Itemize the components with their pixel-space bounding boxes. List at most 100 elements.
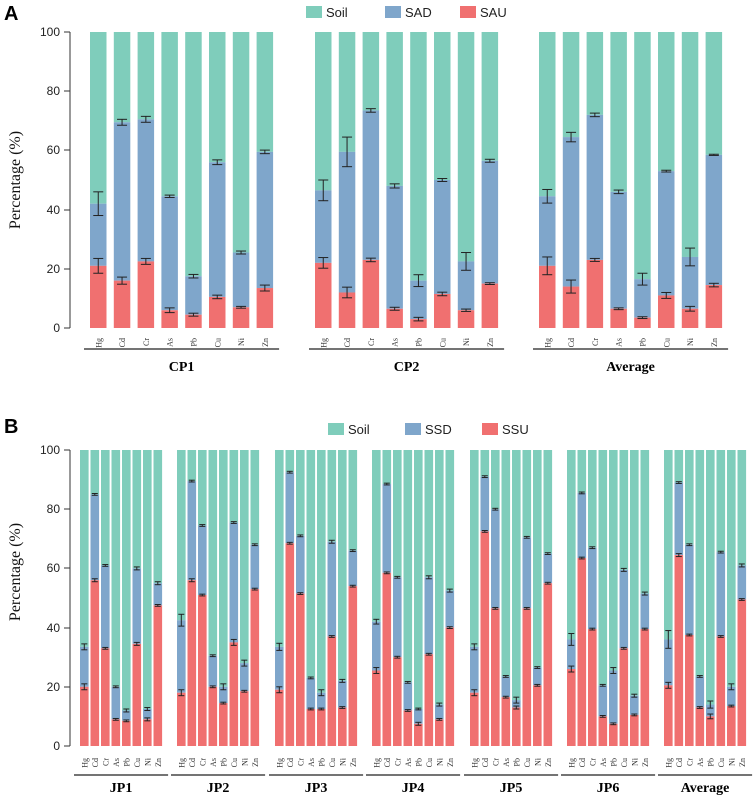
xtick-label: Zn [738, 758, 747, 767]
bar-u-cp2-cu [434, 293, 451, 328]
bar-dissolved-jp2-cd [187, 481, 197, 581]
bar-dissolved-cp1-cr [137, 119, 155, 262]
bar-soil-average-ni [681, 32, 699, 257]
bar-soil-average-cu [658, 32, 675, 172]
bar-dissolved-average-cr [586, 114, 604, 260]
group-label-jp3: JP3 [305, 781, 328, 796]
bar-soil-jp3-pb [317, 450, 326, 693]
bar-group-jp3: Hg Cd Cr As Pb Cu Ni Zn JP3 [269, 450, 364, 796]
xtick-label: As [502, 758, 511, 767]
xtick-label: Cu [438, 338, 447, 347]
bar-dissolved-jp1-pb [122, 710, 131, 721]
bar-soil-jp5-ni [533, 450, 542, 668]
ytick-label-a-60: 60 [47, 143, 61, 157]
bar-dissolved-jp1-cr [101, 565, 110, 649]
bar-soil-jp1-ni [143, 450, 152, 709]
bar-u-jp2-zn [250, 589, 260, 746]
bar-u-cp1-cu [209, 296, 226, 328]
bar-soil-jp6-hg [567, 450, 576, 640]
ytick-label-a-0: 0 [53, 321, 60, 335]
xtick-label: As [209, 758, 218, 767]
bar-dissolved-cp1-cu [209, 162, 226, 297]
ytick-label-b-20: 20 [47, 680, 61, 694]
bar-u-average-pb [706, 716, 715, 746]
bar-dissolved-cp2-cd [338, 151, 356, 293]
bar-dissolved-average-cu [716, 552, 726, 637]
bar-dissolved-average-zn [737, 565, 747, 600]
bar-group-jp5: Hg Cd Cr As Pb Cu Ni Zn JP5 [464, 450, 559, 796]
bar-soil-average-as [610, 32, 627, 192]
bar-u-jp6-ni [630, 714, 639, 746]
bar-soil-jp1-hg [80, 450, 89, 647]
bar-dissolved-jp2-ni [240, 663, 249, 692]
xtick-label: Cr [393, 758, 402, 766]
bar-dissolved-jp5-as [501, 676, 511, 698]
bar-u-jp5-hg [470, 692, 479, 746]
bar-soil-average-cr [586, 32, 604, 115]
xtick-label: Cr [101, 758, 110, 766]
bar-soil-jp6-zn [640, 450, 650, 594]
xtick-label: Cr [685, 758, 694, 766]
ytick-label-a-80: 80 [47, 84, 61, 98]
bar-soil-jp4-pb [414, 450, 423, 709]
bar-soil-cp1-ni [232, 32, 250, 253]
bar-soil-average-pb [706, 450, 715, 705]
xtick-label: Cu [620, 758, 629, 767]
xtick-label: Cr [142, 338, 151, 346]
bar-u-jp6-pb [609, 723, 618, 746]
xtick-label: Cu [523, 758, 532, 767]
xtick-label: Cu [425, 758, 434, 767]
bar-u-jp2-pb [219, 703, 228, 746]
bar-u-average-cu [658, 295, 675, 328]
xtick-label: Zn [261, 338, 270, 347]
xtick-label: As [615, 338, 624, 347]
bar-group-average: Hg Cd Cr As Pb Cu Ni Zn Average [658, 450, 753, 796]
legend-b-ssd: SSD [425, 422, 452, 437]
group-label-jp4: JP4 [402, 781, 425, 796]
bar-u-cp1-cr [137, 261, 155, 328]
bar-group-jp2: Hg Cd Cr As Pb Cu Ni Zn JP2 [171, 450, 266, 796]
bar-u-jp3-hg [275, 689, 284, 746]
bar-soil-jp2-zn [250, 450, 260, 545]
bar-dissolved-cp2-cr [362, 110, 380, 260]
bar-soil-jp3-hg [275, 450, 284, 647]
ytick-label-a-100: 100 [40, 25, 60, 39]
group-label-average: Average [606, 360, 655, 375]
bar-group-jp4: Hg Cd Cr As Pb Cu Ni Zn JP4 [366, 450, 461, 796]
bar-dissolved-jp6-hg [567, 639, 576, 670]
panel-b-label: B [4, 416, 18, 438]
bar-soil-jp4-cr [393, 450, 402, 578]
bar-soil-jp5-zn [543, 450, 553, 554]
bar-group-cp1: Hg Cd Cr As Pb Cu Ni Zn CP1 [84, 32, 280, 375]
group-label-jp6: JP6 [597, 781, 620, 796]
bar-soil-jp4-ni [435, 450, 444, 705]
xtick-label: Pb [414, 758, 423, 766]
ytick-label-a-20: 20 [47, 262, 61, 276]
bar-soil-jp4-cd [382, 450, 392, 485]
xtick-label: Hg [372, 758, 381, 768]
bar-dissolved-cp1-hg [90, 203, 107, 266]
xtick-label: Cd [188, 758, 197, 767]
bar-dissolved-jp3-zn [348, 550, 358, 587]
bar-group-cp2: Hg Cd Cr As Pb Cu Ni Zn CP2 [309, 32, 505, 375]
bar-soil-cp1-zn [256, 32, 274, 152]
bar-dissolved-jp5-cr [491, 509, 500, 609]
xtick-label: Hg [94, 338, 103, 348]
xtick-label: As [391, 338, 400, 347]
y-axis-b: 0 20 40 60 80 100 [40, 443, 71, 753]
bar-u-jp6-cu [619, 648, 629, 746]
bar-soil-jp4-cu [424, 450, 434, 578]
bar-u-average-cd [562, 286, 580, 328]
bar-u-average-zn [737, 599, 747, 746]
bar-dissolved-average-ni [681, 256, 699, 309]
bar-soil-jp3-cu [327, 450, 337, 542]
bar-dissolved-jp2-cr [198, 525, 207, 596]
bar-dissolved-average-cd [562, 137, 580, 287]
bar-u-average-zn [705, 285, 723, 328]
bar-u-jp1-ni [143, 719, 152, 746]
bar-dissolved-jp1-zn [153, 583, 163, 606]
xtick-label: Pb [122, 758, 131, 766]
xtick-label: Cr [591, 338, 600, 346]
xtick-label: Cd [91, 758, 100, 767]
